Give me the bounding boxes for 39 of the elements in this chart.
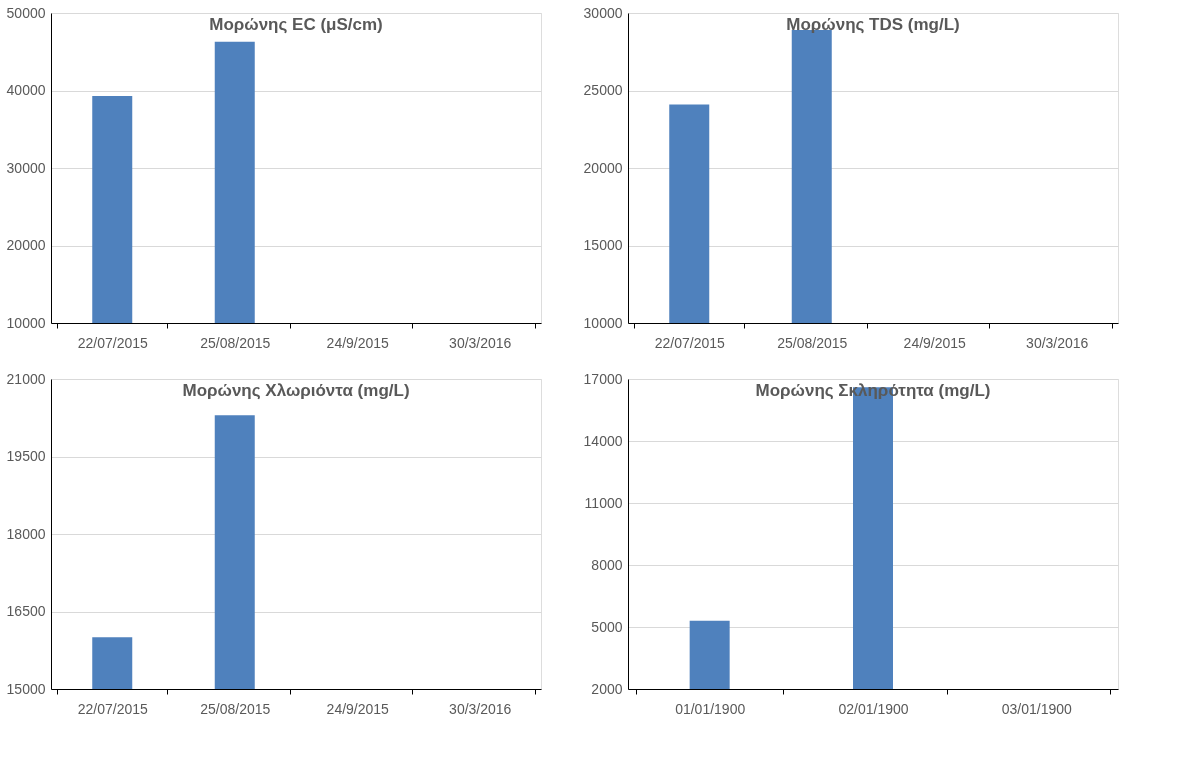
y-tick-label: 10000 [583, 314, 623, 331]
y-tick-label: 50000 [6, 4, 46, 21]
x-tick-label: 25/08/2015 [200, 700, 271, 717]
y-tick-label: 30000 [583, 4, 623, 21]
y-tick-label: 20000 [583, 159, 623, 176]
x-tick-label: 30/3/2016 [449, 334, 512, 351]
y-tick-label: 16500 [6, 603, 46, 619]
y-tick-label: 20000 [6, 237, 46, 253]
x-tick-label: 22/07/2015 [654, 334, 725, 351]
x-tick-label: 02/01/1900 [838, 700, 909, 717]
y-tick-label: 25000 [583, 82, 623, 98]
chart-title: Μορώνης Χλωριόντα (mg/L) [182, 381, 410, 400]
y-tick-label: 15000 [583, 237, 623, 253]
chart-title: Μορώνης EC (μS/cm) [209, 15, 383, 34]
x-tick-label: 30/3/2016 [1026, 334, 1089, 351]
y-tick-label: 8000 [591, 556, 623, 573]
y-tick-label: 11000 [584, 494, 623, 511]
y-tick-label: 10000 [6, 314, 46, 331]
x-tick-label: 24/9/2015 [903, 334, 967, 351]
x-tick-label: 24/9/2015 [326, 334, 390, 351]
x-tick-label: 25/08/2015 [777, 334, 848, 351]
x-tick-label: 22/07/2015 [77, 334, 148, 351]
y-tick-label: 14000 [583, 432, 623, 449]
x-tick-label: 30/3/2016 [449, 700, 512, 717]
y-tick-label: 18000 [6, 525, 46, 542]
chart-title: Μορώνης TDS (mg/L) [786, 15, 960, 34]
x-tick-label: 24/9/2015 [326, 700, 390, 717]
y-tick-label: 2000 [591, 680, 623, 697]
x-tick-label: 03/01/1900 [1001, 700, 1073, 717]
x-tick-label: 01/01/1900 [675, 700, 746, 717]
y-tick-label: 40000 [6, 82, 46, 98]
y-tick-label: 30000 [6, 159, 46, 176]
y-tick-label: 17000 [583, 370, 623, 387]
y-tick-label: 5000 [591, 618, 623, 635]
y-tick-label: 21000 [6, 370, 46, 387]
x-tick-label: 25/08/2015 [200, 334, 271, 351]
y-tick-label: 19500 [6, 448, 46, 464]
x-tick-label: 22/07/2015 [77, 700, 148, 717]
y-tick-label: 15000 [6, 680, 46, 697]
